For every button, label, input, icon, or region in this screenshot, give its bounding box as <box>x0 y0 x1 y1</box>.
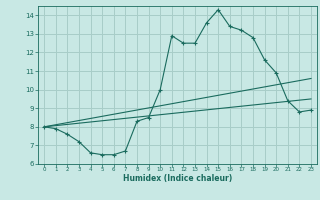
X-axis label: Humidex (Indice chaleur): Humidex (Indice chaleur) <box>123 174 232 183</box>
